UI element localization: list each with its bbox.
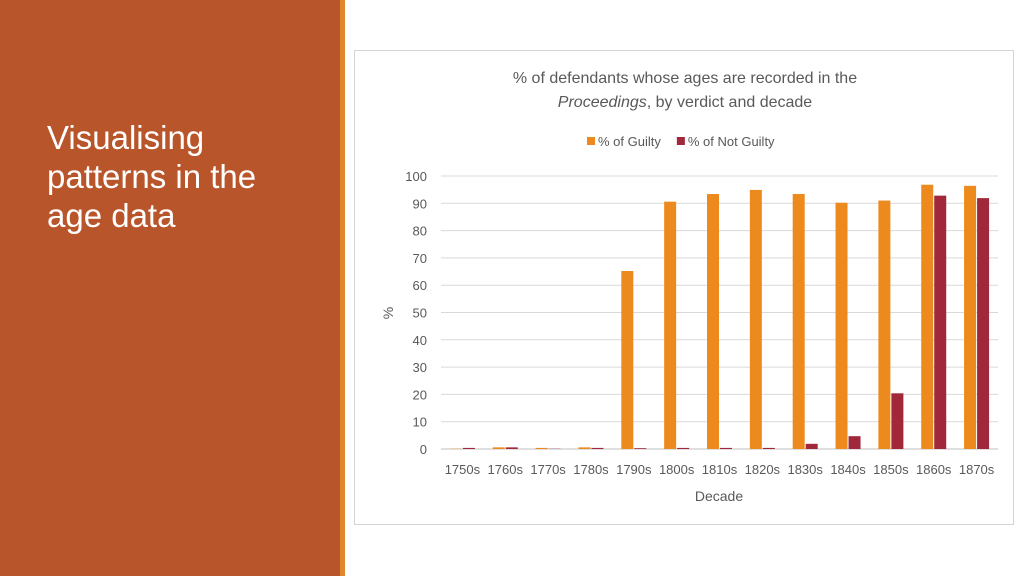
bar-guilty bbox=[878, 200, 891, 449]
x-tick-label: 1760s bbox=[488, 462, 524, 477]
y-tick-label: 30 bbox=[413, 360, 427, 375]
bar-not-guilty bbox=[591, 447, 604, 449]
legend-label: % of Guilty bbox=[598, 134, 661, 149]
y-tick-label: 40 bbox=[413, 333, 427, 348]
chart-frame: % of defendants whose ages are recorded … bbox=[354, 50, 1014, 525]
slide-title: Visualising patterns in the age data bbox=[47, 119, 257, 234]
x-axis-label: Decade bbox=[695, 488, 743, 504]
legend-swatch bbox=[676, 137, 685, 145]
y-tick-label: 0 bbox=[420, 442, 427, 457]
bar-guilty bbox=[492, 447, 505, 449]
y-tick-label: 50 bbox=[413, 306, 427, 321]
bar-guilty bbox=[664, 201, 677, 449]
bar-guilty bbox=[707, 194, 719, 449]
bar-guilty bbox=[835, 202, 848, 449]
bar-not-guilty bbox=[762, 447, 775, 449]
chart: % of defendants whose ages are recorded … bbox=[380, 70, 998, 504]
x-tick-label: 1840s bbox=[830, 462, 866, 477]
bar-not-guilty bbox=[805, 443, 818, 449]
bar-not-guilty bbox=[977, 198, 990, 449]
bar-guilty bbox=[792, 194, 805, 449]
bar-guilty bbox=[964, 185, 977, 449]
bar-guilty bbox=[535, 447, 548, 449]
bar-not-guilty bbox=[634, 448, 647, 449]
x-tick-label: 1750s bbox=[445, 462, 481, 477]
x-tick-label: 1860s bbox=[916, 462, 952, 477]
y-tick-label: 20 bbox=[413, 387, 427, 402]
legend-swatch bbox=[587, 137, 595, 145]
x-tick-label: 1790s bbox=[616, 462, 652, 477]
title-panel bbox=[0, 0, 340, 576]
bar-not-guilty bbox=[677, 447, 690, 449]
y-tick-label: 10 bbox=[413, 415, 427, 430]
bar-not-guilty bbox=[934, 195, 947, 449]
x-tick-label: 1800s bbox=[659, 462, 695, 477]
bar-guilty bbox=[578, 447, 591, 449]
x-tick-label: 1770s bbox=[530, 462, 566, 477]
x-tick-label: 1780s bbox=[573, 462, 609, 477]
legend: % of Guilty % of Not Guilty bbox=[587, 134, 775, 149]
y-tick-label: 90 bbox=[413, 196, 427, 211]
y-tick-label: 80 bbox=[413, 224, 427, 239]
bar-guilty bbox=[749, 189, 762, 449]
y-tick-label: 60 bbox=[413, 278, 427, 293]
bar-not-guilty bbox=[462, 447, 475, 449]
legend-label: % of Not Guilty bbox=[688, 134, 775, 149]
x-tick-label: 1820s bbox=[745, 462, 781, 477]
bar-guilty bbox=[921, 184, 934, 449]
x-tick-label: 1830s bbox=[787, 462, 823, 477]
y-axis-label: % bbox=[380, 307, 396, 319]
x-tick-label: 1850s bbox=[873, 462, 909, 477]
bar-not-guilty bbox=[505, 447, 518, 449]
y-tick-label: 100 bbox=[405, 169, 427, 184]
x-axis-ticks: 1750s 1760s 1770s 1780s 1790s 1800s 1810s 1820s… bbox=[445, 462, 995, 477]
bar-not-guilty bbox=[720, 447, 732, 449]
chart-title-line2: Proceedings, by verdict and decade bbox=[558, 94, 812, 111]
y-axis-ticks: 0 10 20 30 40 50 60 70 80 90 100 bbox=[405, 169, 427, 457]
gridlines bbox=[441, 175, 998, 450]
bar-not-guilty bbox=[848, 436, 861, 449]
bars bbox=[449, 184, 990, 449]
accent-divider bbox=[340, 0, 345, 576]
bar-guilty bbox=[621, 271, 634, 449]
x-tick-label: 1810s bbox=[702, 462, 738, 477]
y-tick-label: 70 bbox=[413, 251, 427, 266]
chart-title-italic: Proceedings bbox=[558, 94, 647, 111]
bar-not-guilty bbox=[891, 393, 904, 449]
x-tick-label: 1870s bbox=[959, 462, 995, 477]
chart-title-rest: , by verdict and decade bbox=[647, 94, 813, 111]
chart-title-line1: % of defendants whose ages are recorded … bbox=[513, 70, 857, 87]
